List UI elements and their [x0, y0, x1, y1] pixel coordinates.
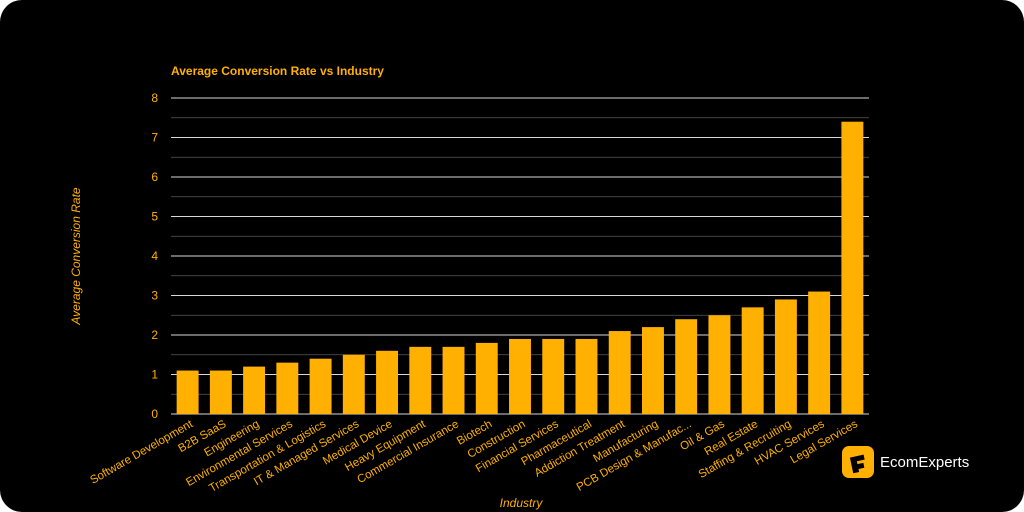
- brand-name: EcomExperts: [880, 454, 969, 471]
- bar: [708, 315, 731, 414]
- bars: [176, 121, 864, 414]
- y-tick-label: 8: [151, 91, 158, 105]
- y-tick-label: 3: [151, 289, 158, 303]
- bar: [342, 354, 365, 414]
- brand-logo: EcomExperts: [842, 446, 969, 478]
- bar: [176, 370, 199, 414]
- bar: [542, 338, 565, 414]
- gridlines: [171, 97, 869, 415]
- y-tick-label: 1: [151, 368, 158, 382]
- bar: [808, 291, 831, 414]
- bar: [641, 327, 664, 414]
- y-tick-label: 6: [151, 170, 158, 184]
- y-tick-label: 0: [151, 407, 158, 421]
- bar: [608, 331, 631, 414]
- bar: [442, 346, 465, 414]
- y-axis-title: Average Conversion Rate: [69, 187, 83, 326]
- bar: [841, 121, 864, 414]
- bar: [575, 338, 598, 414]
- bar: [209, 370, 232, 414]
- y-tick-label: 7: [151, 131, 158, 145]
- bar: [276, 362, 299, 414]
- bar: [309, 358, 332, 414]
- bar: [509, 338, 531, 414]
- y-tick-label: 5: [151, 210, 158, 224]
- ecomexperts-logo-icon: [842, 446, 874, 478]
- y-axis-ticks: 0 1 2 3 4 5 6 7 8: [151, 91, 158, 421]
- bar: [243, 366, 266, 414]
- bar: [741, 307, 764, 414]
- bar: [376, 350, 399, 414]
- chart-title: Average Conversion Rate vs Industry: [171, 64, 384, 78]
- x-axis-title: Industry: [500, 496, 544, 510]
- y-tick-label: 2: [151, 328, 158, 342]
- bar: [675, 319, 698, 414]
- y-tick-label: 4: [151, 249, 158, 263]
- bar: [409, 346, 432, 414]
- bar: [475, 342, 498, 414]
- bar: [774, 299, 797, 414]
